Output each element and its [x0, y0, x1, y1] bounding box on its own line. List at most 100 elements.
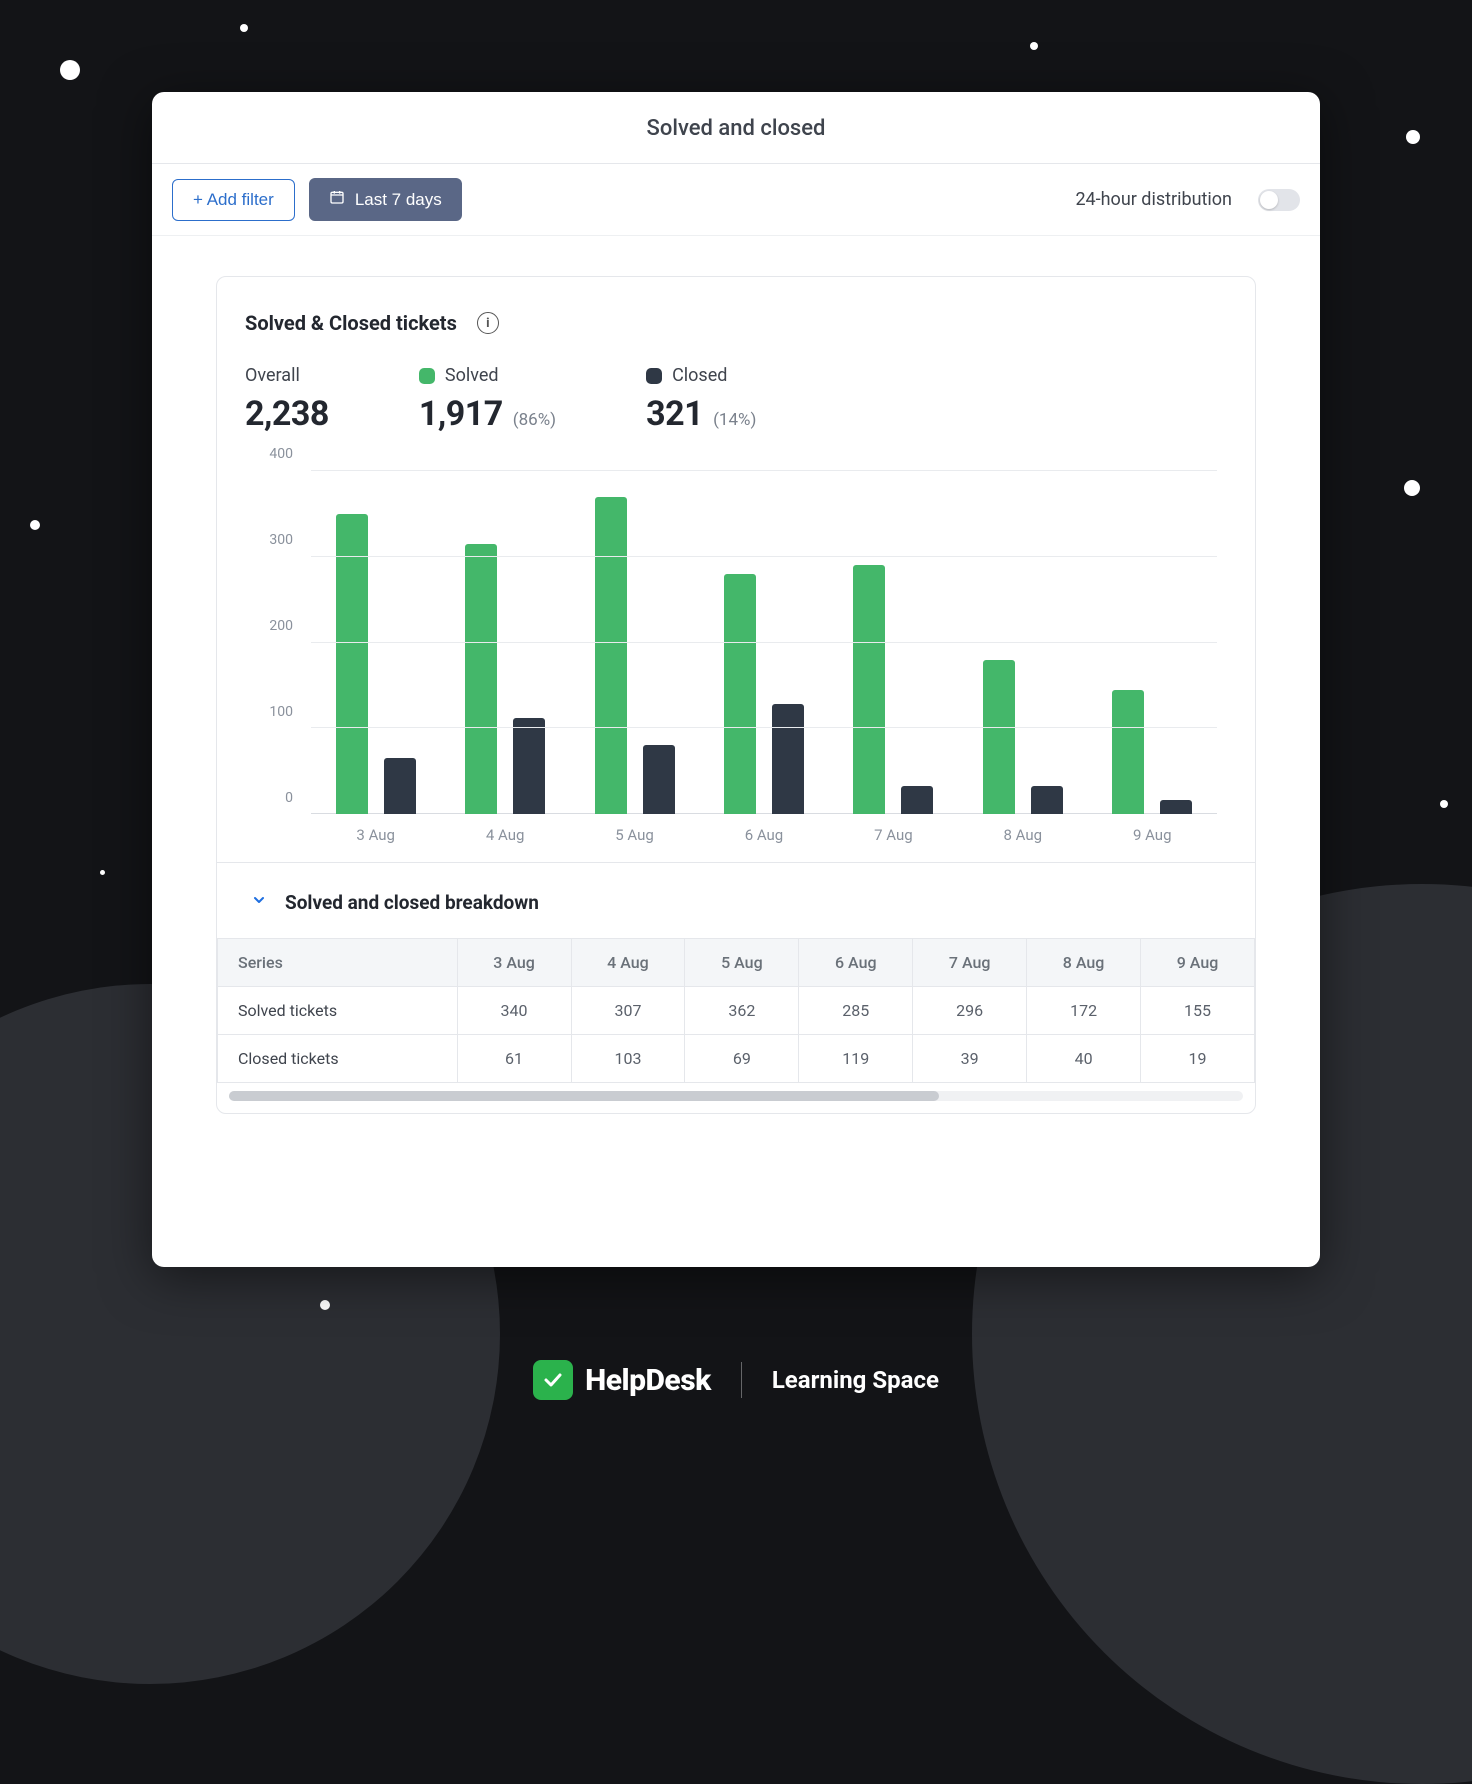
closed-swatch: [646, 368, 662, 384]
table-row: Closed tickets6110369119394019: [218, 1035, 1255, 1083]
stat-value: 1,917: [419, 394, 503, 434]
breakdown-table-wrap: Series3 Aug4 Aug5 Aug6 Aug7 Aug8 Aug9 Au…: [217, 938, 1255, 1113]
table-cell: 40: [1027, 1035, 1141, 1083]
bar-solved[interactable]: [853, 565, 885, 814]
stat-solved: Solved 1,917 (86%): [419, 365, 556, 434]
table-row: Solved tickets340307362285296172155: [218, 987, 1255, 1035]
distribution-label: 24-hour distribution: [1075, 189, 1232, 210]
table-cell: 340: [457, 987, 571, 1035]
panel-title: Solved & Closed tickets: [245, 311, 457, 335]
table-cell: 39: [913, 1035, 1027, 1083]
x-axis-tick: 5 Aug: [570, 818, 699, 850]
table-cell: 172: [1027, 987, 1141, 1035]
x-axis-tick: 9 Aug: [1088, 818, 1217, 850]
y-axis-tick: 200: [269, 618, 293, 634]
star-dot: [30, 520, 40, 530]
solved-swatch: [419, 368, 435, 384]
x-axis-tick: 7 Aug: [829, 818, 958, 850]
table-header: 8 Aug: [1027, 939, 1141, 987]
tickets-chart: 0100200300400 3 Aug4 Aug5 Aug6 Aug7 Aug8…: [251, 470, 1217, 850]
toolbar: + Add filter Last 7 days 24-hour distrib…: [152, 164, 1320, 236]
bar-closed[interactable]: [1160, 800, 1192, 814]
table-header: 9 Aug: [1141, 939, 1255, 987]
brand-name: HelpDesk: [585, 1363, 711, 1398]
bar-group: [440, 471, 569, 814]
star-dot: [1030, 42, 1038, 50]
x-axis-tick: 3 Aug: [311, 818, 440, 850]
stat-value: 321: [646, 394, 703, 434]
date-range-button[interactable]: Last 7 days: [309, 178, 462, 221]
gridline: [311, 642, 1217, 643]
bar-closed[interactable]: [384, 758, 416, 814]
x-axis-tick: 6 Aug: [699, 818, 828, 850]
x-axis-tick: 4 Aug: [440, 818, 569, 850]
footer-section: Learning Space: [772, 1366, 939, 1394]
distribution-toggle[interactable]: [1258, 189, 1300, 211]
stat-label: Solved: [445, 365, 499, 386]
table-header: 7 Aug: [913, 939, 1027, 987]
bar-solved[interactable]: [724, 574, 756, 814]
bar-solved[interactable]: [1112, 690, 1144, 814]
calendar-icon: [329, 189, 345, 210]
helpdesk-logo-icon: [533, 1360, 573, 1400]
bar-closed[interactable]: [643, 745, 675, 814]
star-dot: [1404, 480, 1420, 496]
stat-pct: (86%): [513, 410, 556, 430]
stat-overall: Overall 2,238: [245, 365, 329, 434]
breakdown-title: Solved and closed breakdown: [285, 891, 539, 914]
table-header: 5 Aug: [685, 939, 799, 987]
date-range-label: Last 7 days: [355, 190, 442, 210]
report-card: Solved and closed + Add filter Last 7 da…: [152, 92, 1320, 1267]
star-dot: [320, 1300, 330, 1310]
gridline: [311, 556, 1217, 557]
add-filter-button[interactable]: + Add filter: [172, 179, 295, 221]
stat-value: 2,238: [245, 394, 329, 434]
breakdown-header[interactable]: Solved and closed breakdown: [217, 862, 1255, 938]
star-dot: [1440, 800, 1448, 808]
horizontal-scrollbar[interactable]: [229, 1091, 1243, 1101]
table-cell: 19: [1141, 1035, 1255, 1083]
stat-closed: Closed 321 (14%): [646, 365, 756, 434]
row-label: Solved tickets: [218, 987, 458, 1035]
bar-solved[interactable]: [336, 514, 368, 814]
bar-group: [311, 471, 440, 814]
table-header: 3 Aug: [457, 939, 571, 987]
bar-solved[interactable]: [465, 544, 497, 814]
gridline: [311, 727, 1217, 728]
bar-closed[interactable]: [1031, 786, 1063, 814]
row-label: Closed tickets: [218, 1035, 458, 1083]
table-cell: 69: [685, 1035, 799, 1083]
brand: HelpDesk: [533, 1360, 711, 1400]
table-header: 6 Aug: [799, 939, 913, 987]
star-dot: [60, 60, 80, 80]
stat-label: Closed: [672, 365, 727, 386]
table-cell: 285: [799, 987, 913, 1035]
y-axis-tick: 0: [285, 790, 293, 806]
bar-solved[interactable]: [595, 497, 627, 814]
stat-pct: (14%): [713, 410, 756, 430]
divider: [741, 1362, 742, 1398]
info-icon[interactable]: i: [477, 312, 499, 334]
bar-group: [1088, 471, 1217, 814]
summary-stats: Overall 2,238 Solved 1,917 (86%) Closed: [245, 365, 1227, 434]
table-cell: 103: [571, 1035, 685, 1083]
page-title: Solved and closed: [152, 92, 1320, 164]
gridline: [311, 470, 1217, 471]
y-axis-tick: 100: [269, 704, 293, 720]
bar-closed[interactable]: [772, 704, 804, 814]
bar-solved[interactable]: [983, 660, 1015, 814]
table-cell: 119: [799, 1035, 913, 1083]
footer: HelpDesk Learning Space: [0, 1360, 1472, 1400]
chevron-down-icon: [251, 892, 267, 913]
bar-group: [829, 471, 958, 814]
bar-group: [699, 471, 828, 814]
y-axis-tick: 300: [269, 532, 293, 548]
bar-closed[interactable]: [513, 718, 545, 814]
bar-group: [958, 471, 1087, 814]
tickets-panel: Solved & Closed tickets i Overall 2,238 …: [216, 276, 1256, 1114]
y-axis-tick: 400: [269, 446, 293, 462]
bar-closed[interactable]: [901, 786, 933, 814]
bar-group: [570, 471, 699, 814]
table-cell: 155: [1141, 987, 1255, 1035]
table-header: Series: [218, 939, 458, 987]
